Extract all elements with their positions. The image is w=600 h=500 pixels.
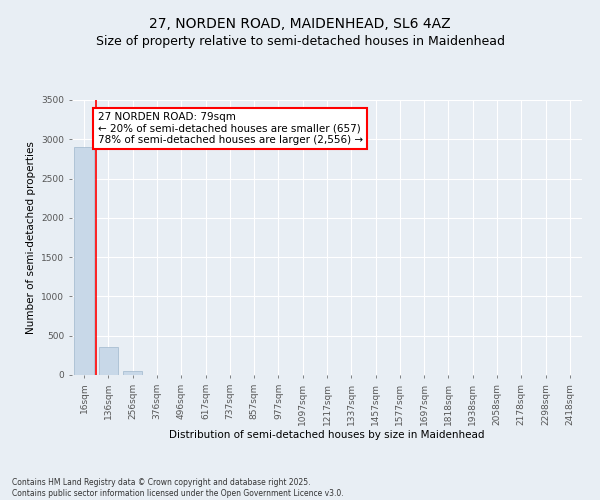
Y-axis label: Number of semi-detached properties: Number of semi-detached properties xyxy=(26,141,36,334)
Bar xyxy=(99,346,118,375)
Text: 27, NORDEN ROAD, MAIDENHEAD, SL6 4AZ: 27, NORDEN ROAD, MAIDENHEAD, SL6 4AZ xyxy=(149,18,451,32)
Bar xyxy=(74,147,94,375)
Text: Contains HM Land Registry data © Crown copyright and database right 2025.
Contai: Contains HM Land Registry data © Crown c… xyxy=(12,478,344,498)
Text: Size of property relative to semi-detached houses in Maidenhead: Size of property relative to semi-detach… xyxy=(95,35,505,48)
X-axis label: Distribution of semi-detached houses by size in Maidenhead: Distribution of semi-detached houses by … xyxy=(169,430,485,440)
Bar xyxy=(123,371,142,375)
Text: 27 NORDEN ROAD: 79sqm
← 20% of semi-detached houses are smaller (657)
78% of sem: 27 NORDEN ROAD: 79sqm ← 20% of semi-deta… xyxy=(97,112,362,145)
